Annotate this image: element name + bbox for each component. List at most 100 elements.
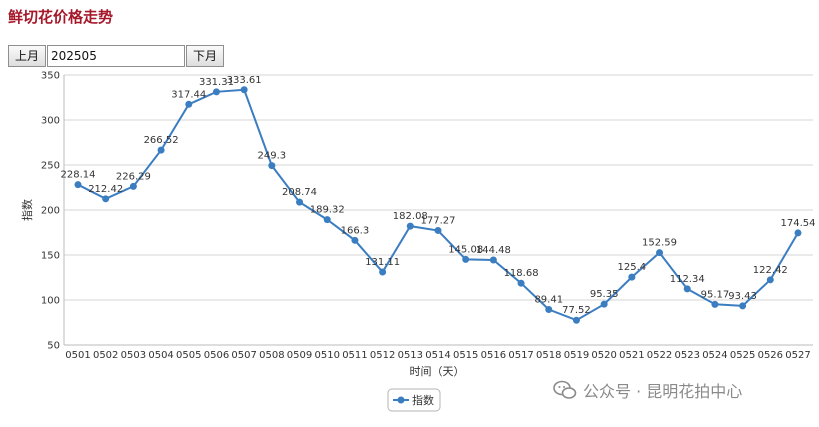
data-point-0527 [794,229,802,237]
data-label-0519: 77.52 [562,305,591,316]
data-label-0517: 118.68 [504,268,539,279]
data-label-0507: 333.61 [227,75,262,86]
data-point-0518 [545,306,553,314]
x-tick-label-0518: 0518 [536,350,561,361]
data-label-0513: 182.08 [393,211,428,222]
x-axis-title: 时间（天） [410,365,465,378]
watermark: 公众号 · 昆明花拍中心 [553,378,742,402]
legend-marker [397,396,405,404]
data-label-0505: 317.44 [171,89,206,100]
legend-box [387,388,441,412]
data-point-0525 [739,302,747,310]
data-label-0516: 144.48 [476,245,511,256]
data-point-0502 [102,195,110,203]
x-tick-label-0505: 0505 [176,350,201,361]
x-tick-label-0520: 0520 [591,350,616,361]
x-tick-label-0516: 0516 [481,350,506,361]
data-label-0520: 95.35 [590,289,619,300]
data-label-0524: 95.17 [701,289,730,300]
data-label-0521: 125.4 [618,262,647,273]
data-point-0503 [129,182,137,190]
data-point-0519 [572,316,580,324]
data-label-0510: 189.32 [310,205,345,216]
data-point-0508 [268,162,276,170]
data-label-0501: 228.14 [61,170,96,181]
data-point-0523 [683,285,691,293]
data-label-0502: 212.42 [88,184,123,195]
data-label-0522: 152.59 [642,238,677,249]
data-label-0525: 93.43 [728,291,757,302]
x-tick-label-0513: 0513 [398,350,423,361]
x-tick-label-0511: 0511 [342,350,367,361]
y-tick-label-150: 150 [41,251,60,262]
legend-label: 指数 [412,393,434,407]
data-label-0509: 208.74 [282,187,317,198]
month-selector: 上月 下月 [8,45,225,67]
data-point-0507 [240,86,248,94]
x-tick-label-0512: 0512 [370,350,395,361]
data-point-0515 [462,255,470,263]
prev-month-button[interactable]: 上月 [8,45,47,67]
watermark-text: 公众号 · 昆明花拍中心 [583,382,743,401]
data-point-0510 [323,216,331,224]
data-label-0523: 112.34 [670,274,705,285]
series-line-0 [77,88,799,322]
data-label-0506: 331.31 [199,77,234,88]
data-point-0512 [379,268,387,276]
data-label-0515: 145.08 [448,244,483,255]
data-point-0517 [517,279,525,287]
data-point-0506 [212,88,220,96]
data-point-0524 [711,300,719,308]
data-point-0526 [766,276,774,284]
x-tick-label-0503: 0503 [121,350,146,361]
data-label-0504: 266.52 [144,135,179,146]
x-tick-label-0502: 0502 [93,350,118,361]
x-tick-label-0521: 0521 [619,350,644,361]
month-input[interactable] [47,45,186,67]
y-tick-label-200: 200 [41,206,60,217]
x-tick-label-0514: 0514 [425,350,450,361]
y-axis-title: 指数 [20,199,34,221]
x-tick-label-0515: 0515 [453,350,478,361]
y-tick-label-300: 300 [41,116,60,127]
x-tick-label-0522: 0522 [647,350,672,361]
data-point-0522 [656,249,664,257]
x-tick-label-0508: 0508 [259,350,284,361]
x-tick-label-0507: 0507 [231,350,256,361]
x-tick-label-0525: 0525 [730,350,755,361]
y-tick-label-50: 50 [47,341,60,352]
x-tick-label-0510: 0510 [315,350,340,361]
x-tick-label-0501: 0501 [65,350,90,361]
page-title: 鲜切花价格走势 [8,8,114,26]
y-tick-label-100: 100 [41,296,60,307]
x-tick-label-0517: 0517 [508,350,533,361]
y-tick-label-250: 250 [41,161,60,172]
data-point-0520 [600,300,608,308]
data-label-0518: 89.41 [534,295,563,306]
data-label-0508: 249.3 [258,151,287,162]
data-label-0514: 177.27 [421,215,456,226]
data-point-0504 [157,146,165,154]
data-point-0516 [489,256,497,264]
x-tick-label-0526: 0526 [758,350,783,361]
x-tick-label-0506: 0506 [204,350,229,361]
data-point-0514 [434,226,442,234]
x-tick-label-0509: 0509 [287,350,312,361]
data-label-0511: 166.3 [341,225,370,236]
next-month-button[interactable]: 下月 [186,45,225,67]
wechat-icon [553,380,577,399]
x-tick-label-0523: 0523 [675,350,700,361]
x-tick-label-0524: 0524 [702,350,727,361]
x-tick-label-0504: 0504 [148,350,173,361]
data-label-0503: 226.29 [116,171,151,182]
data-point-0513 [406,222,414,230]
data-label-0512: 131.11 [365,257,400,268]
y-tick-label-350: 350 [41,71,60,82]
data-point-0521 [628,273,636,281]
data-label-0527: 174.54 [781,218,816,229]
x-tick-label-0527: 0527 [785,350,810,361]
data-point-0501 [74,181,82,189]
data-label-0526: 122.42 [753,265,788,276]
x-tick-label-0519: 0519 [564,350,589,361]
